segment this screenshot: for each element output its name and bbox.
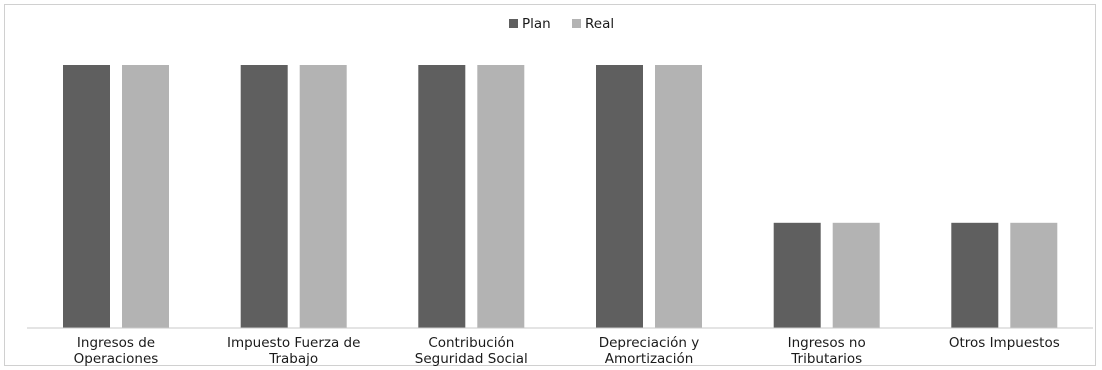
bar-plan-1 [240,65,288,328]
chart-svg: Plan Real Ingresos de Operaciones Impuesto … [27,16,1093,367]
category-labels: Ingresos de Operaciones Impuesto Fuerza de… [74,335,1060,367]
bars [63,65,1058,328]
bar-plan-2 [418,65,466,328]
bar-real-3 [655,65,702,328]
chart-frame: Plan Real Ingresos de Operaciones Impuesto … [4,4,1096,367]
legend-swatch-plan [509,19,518,28]
category-label-5: Otros Impuestos [949,335,1060,351]
bar-real-2 [477,65,525,328]
legend-swatch-real [572,19,581,28]
bar-plan-3 [596,65,643,328]
legend-label-real: Real [585,16,614,32]
category-label-2: Contribución Seguridad Social [415,335,528,367]
category-label-1: Impuesto Fuerza de Trabajo [227,335,360,367]
legend-label-plan: Plan [522,16,551,32]
bar-plan-0 [63,65,110,328]
bar-plan-5 [951,222,999,328]
category-label-4: Ingresos no Tributarios [788,335,866,367]
bar-real-4 [832,222,880,328]
legend: Plan Real [509,16,614,32]
bar-real-5 [1010,222,1058,328]
category-label-0: Ingresos de Operaciones [74,335,159,367]
bar-real-0 [122,65,169,328]
bar-plan-4 [773,222,821,328]
bar-real-1 [299,65,347,328]
category-label-3: Depreciación y Amortización [599,335,700,367]
